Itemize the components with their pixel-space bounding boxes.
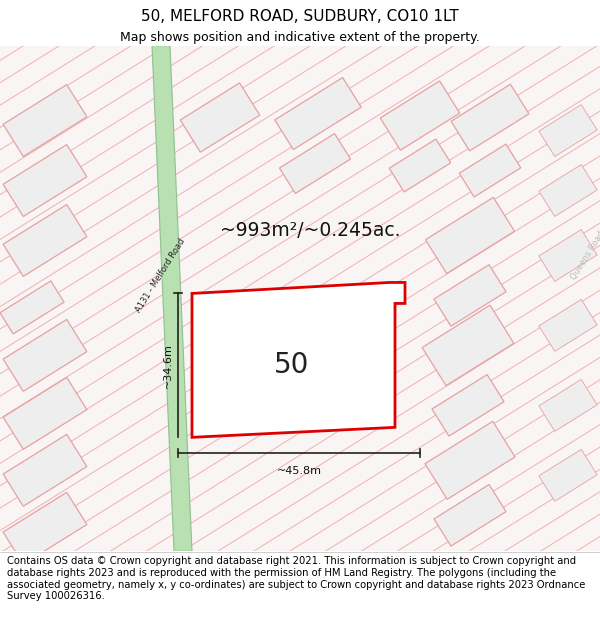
Bar xyxy=(3,84,87,156)
Bar xyxy=(3,434,87,506)
Bar xyxy=(434,264,506,326)
Text: Contains OS data © Crown copyright and database right 2021. This information is : Contains OS data © Crown copyright and d… xyxy=(7,556,586,601)
Bar xyxy=(3,319,87,391)
Bar xyxy=(3,378,87,449)
Bar xyxy=(0,281,64,334)
Bar xyxy=(539,449,597,501)
Text: 50: 50 xyxy=(274,351,310,379)
Bar xyxy=(280,134,350,194)
Text: Map shows position and indicative extent of the property.: Map shows position and indicative extent… xyxy=(120,31,480,44)
Bar xyxy=(389,139,451,192)
Bar xyxy=(539,299,597,351)
Bar xyxy=(3,204,87,276)
Bar xyxy=(434,484,506,546)
Polygon shape xyxy=(192,282,405,438)
Text: A131 - Melford Road: A131 - Melford Road xyxy=(134,237,187,314)
Bar xyxy=(380,81,460,150)
Bar xyxy=(422,305,514,386)
Polygon shape xyxy=(152,46,192,551)
Text: Queens Road: Queens Road xyxy=(569,229,600,282)
Bar xyxy=(459,144,521,197)
Text: ~45.8m: ~45.8m xyxy=(277,466,322,476)
Bar xyxy=(539,379,597,431)
Text: 50, MELFORD ROAD, SUDBURY, CO10 1LT: 50, MELFORD ROAD, SUDBURY, CO10 1LT xyxy=(141,9,459,24)
Bar xyxy=(180,83,260,152)
Bar xyxy=(3,492,87,564)
Bar xyxy=(425,198,515,274)
Bar xyxy=(539,229,597,281)
Bar xyxy=(275,78,361,149)
Bar xyxy=(425,421,515,499)
Bar xyxy=(3,144,87,216)
Text: ~993m²/~0.245ac.: ~993m²/~0.245ac. xyxy=(220,221,400,240)
Bar xyxy=(539,104,597,156)
Bar xyxy=(451,84,529,151)
Bar xyxy=(432,374,504,436)
Bar xyxy=(539,164,597,216)
Text: ~34.6m: ~34.6m xyxy=(163,343,173,388)
